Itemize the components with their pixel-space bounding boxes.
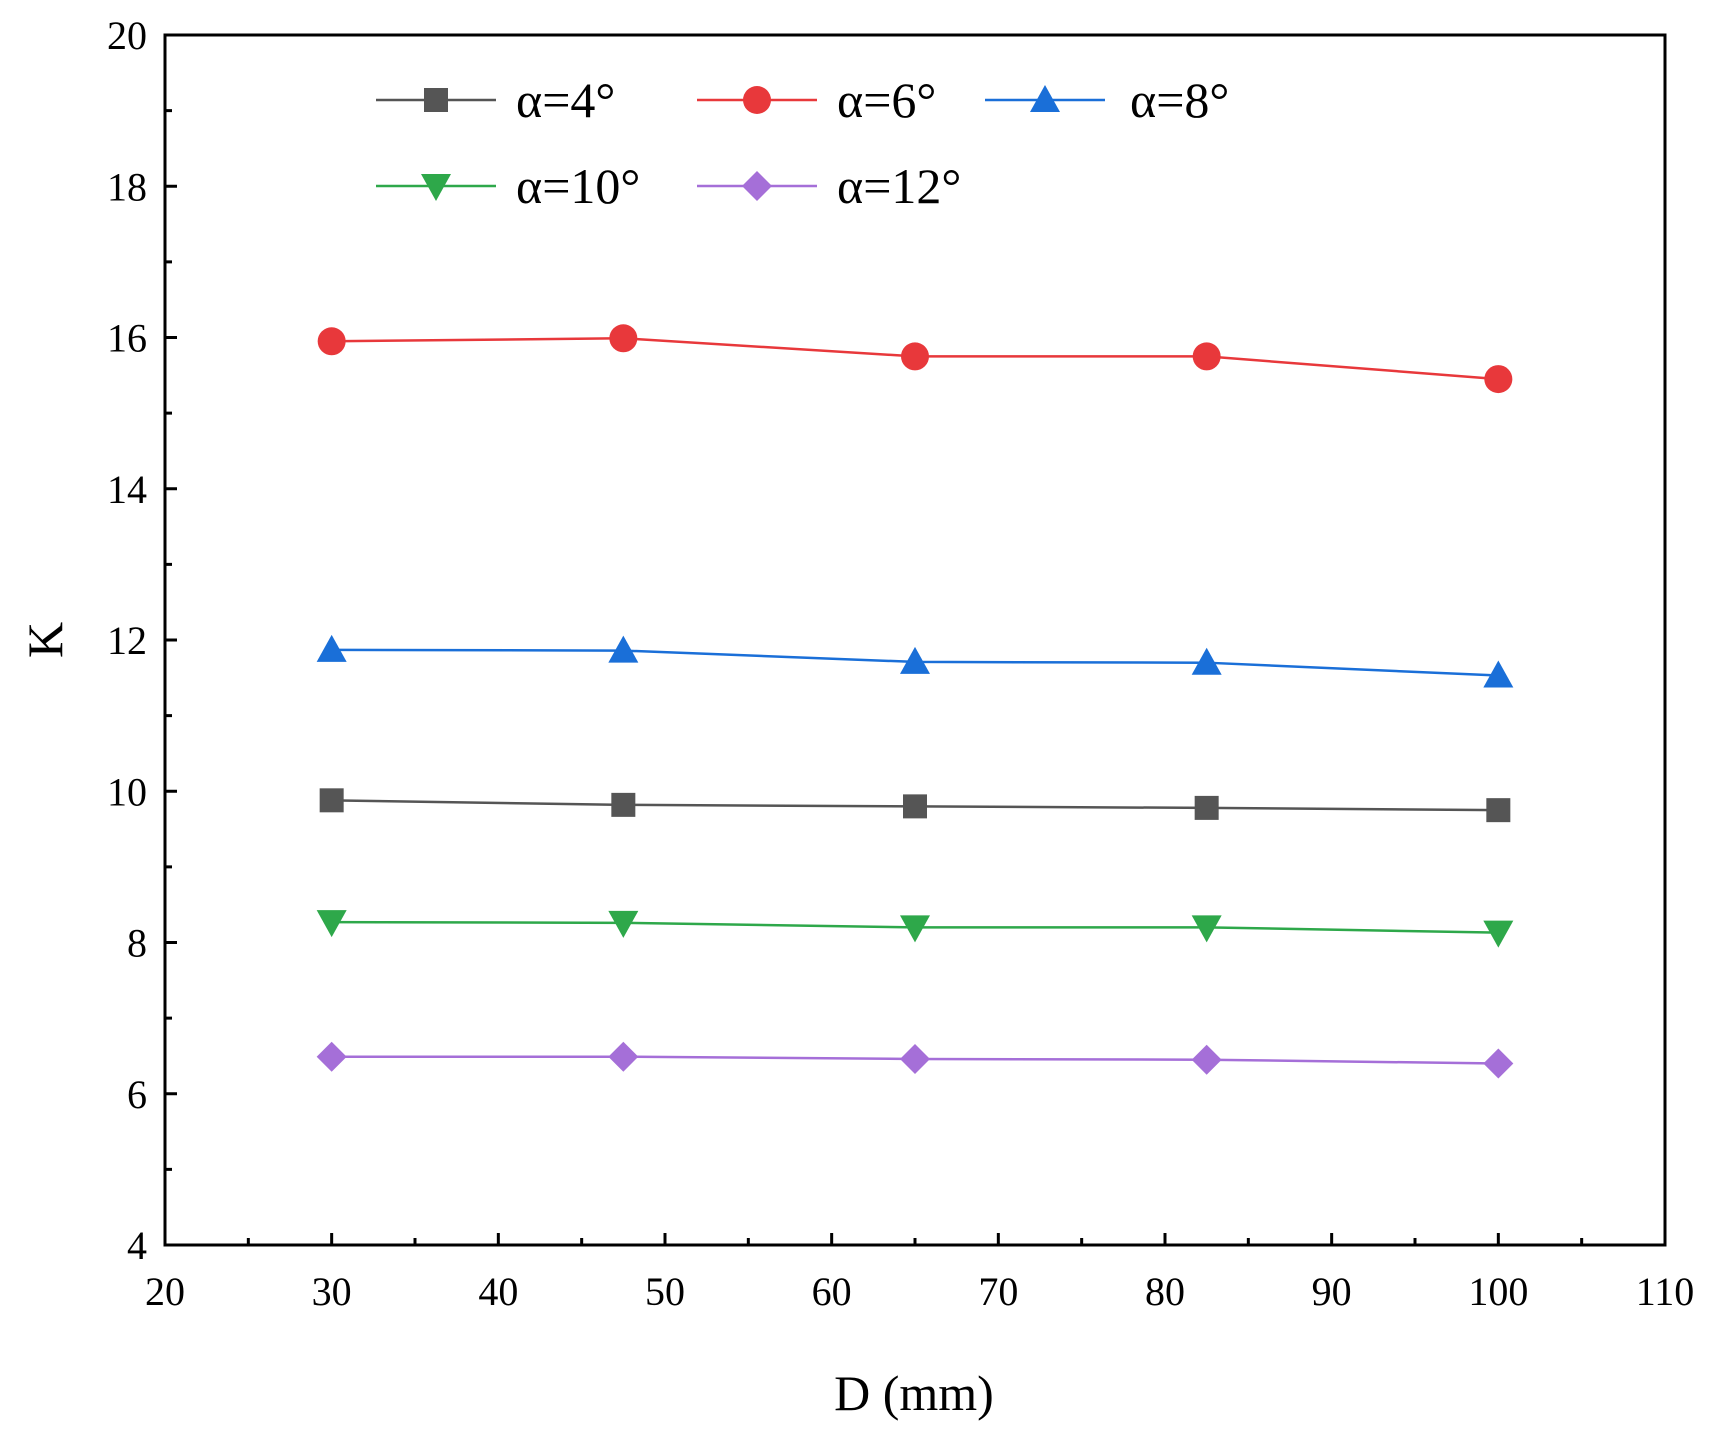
legend-marker [1030,85,1060,112]
data-point [317,327,346,356]
data-point [1194,795,1219,820]
legend-marker [743,86,771,114]
y-tick-label: 12 [107,618,147,663]
legend-item: α=8° [985,72,1229,128]
x-tick-label: 60 [812,1269,852,1314]
data-point [316,1041,347,1072]
axis-ticks: 20 30 40 50 60 70 80 90 100 110 4 6 8 10 12 14 16 18 20 [107,13,1694,1314]
series-3 [316,634,1514,688]
data-point [316,910,347,938]
y-tick-label: 4 [127,1223,147,1268]
legend-item: α=10° [376,158,640,214]
legend-item: α=12° [697,158,961,214]
y-tick-label: 6 [127,1072,147,1117]
data-point [611,792,636,817]
series-1 [319,788,1511,823]
legend-label: α=6° [837,72,936,128]
data-point [900,1043,930,1074]
legend-item: α=4° [376,72,615,128]
y-tick-label: 8 [127,921,147,966]
data-point [1484,365,1513,394]
data-point [900,646,930,674]
data-point [608,635,639,663]
series-5 [316,1041,1514,1079]
y-axis-title: K [17,622,73,658]
x-tick-label: 70 [978,1269,1018,1314]
data-point [903,794,927,819]
legend-marker [742,171,772,201]
legend-label: α=12° [837,158,961,214]
x-tick-label: 90 [1312,1269,1352,1314]
x-tick-label: 30 [312,1269,352,1314]
x-tick-label: 50 [645,1269,685,1314]
data-point [319,788,344,813]
data-point [1483,660,1514,688]
series-2 [317,324,1513,394]
data-point [1486,798,1511,823]
data-point [608,1041,639,1072]
x-tick-label: 20 [145,1269,185,1314]
legend: α=4° α=6° α=8° α=10° α=12° [376,72,1229,214]
series-layer [316,324,1514,1079]
data-point [901,342,929,371]
y-tick-label: 10 [107,769,147,814]
legend-label: α=10° [516,158,640,214]
legend-label: α=4° [516,72,615,128]
data-point [609,324,638,353]
x-tick-label: 80 [1145,1269,1185,1314]
data-point [1483,1048,1514,1079]
x-tick-label: 100 [1468,1269,1528,1314]
data-point [1483,920,1514,948]
y-tick-label: 16 [107,316,147,361]
legend-marker [424,88,448,112]
series-4 [316,910,1514,948]
y-tick-label: 20 [107,13,147,58]
legend-label: α=8° [1130,72,1229,128]
y-tick-label: 14 [107,467,147,512]
data-point [316,634,347,662]
x-tick-label: 110 [1636,1269,1695,1314]
legend-marker [421,174,451,201]
data-point [900,915,930,943]
data-point [1191,1044,1222,1075]
x-tick-label: 40 [478,1269,518,1314]
y-tick-label: 18 [107,164,147,209]
x-axis-title: D (mm) [834,1365,994,1421]
legend-item: α=6° [697,72,936,128]
data-point [1191,915,1222,943]
data-point [608,910,639,938]
data-point [1191,647,1222,675]
data-point [1192,342,1221,371]
